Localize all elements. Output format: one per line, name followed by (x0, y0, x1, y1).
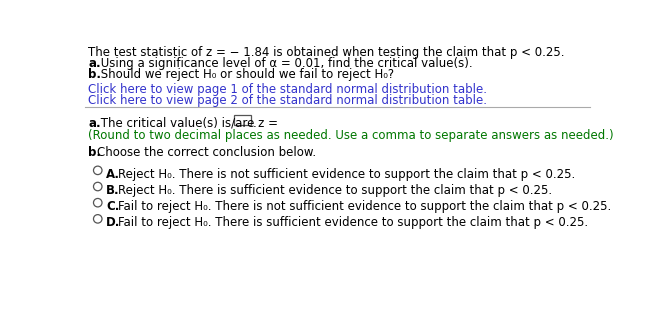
Text: A.: A. (106, 168, 120, 181)
Text: Click here to view page 2 of the standard normal distribution table.: Click here to view page 2 of the standar… (88, 94, 488, 107)
Circle shape (93, 166, 102, 175)
Text: The test statistic of z = − 1.84 is obtained when testing the claim that p < 0.2: The test statistic of z = − 1.84 is obta… (88, 47, 565, 59)
Text: C.: C. (106, 200, 119, 213)
Text: (Round to two decimal places as needed. Use a comma to separate answers as neede: (Round to two decimal places as needed. … (88, 129, 614, 142)
Text: The critical value(s) is/are z =: The critical value(s) is/are z = (97, 117, 282, 130)
Text: Using a significance level of α = 0.01, find the critical value(s).: Using a significance level of α = 0.01, … (97, 57, 472, 70)
Text: Choose the correct conclusion below.: Choose the correct conclusion below. (97, 146, 316, 159)
Text: Reject H₀. There is sufficient evidence to support the claim that p < 0.25.: Reject H₀. There is sufficient evidence … (118, 184, 551, 197)
Text: D.: D. (106, 216, 120, 229)
Text: b.: b. (88, 68, 101, 81)
Text: Fail to reject H₀. There is not sufficient evidence to support the claim that p : Fail to reject H₀. There is not sufficie… (118, 200, 611, 213)
Circle shape (93, 182, 102, 191)
Text: a.: a. (88, 57, 101, 70)
FancyBboxPatch shape (234, 115, 251, 125)
Circle shape (93, 198, 102, 207)
Text: .: . (253, 117, 257, 130)
Circle shape (93, 214, 102, 223)
Text: Should we reject H₀ or should we fail to reject H₀?: Should we reject H₀ or should we fail to… (97, 68, 394, 81)
Text: b.: b. (88, 146, 101, 159)
Text: Reject H₀. There is not sufficient evidence to support the claim that p < 0.25.: Reject H₀. There is not sufficient evide… (118, 168, 574, 181)
Text: B.: B. (106, 184, 120, 197)
Text: Click here to view page 1 of the standard normal distribution table.: Click here to view page 1 of the standar… (88, 83, 488, 96)
Text: Fail to reject H₀. There is sufficient evidence to support the claim that p < 0.: Fail to reject H₀. There is sufficient e… (118, 216, 588, 229)
Text: a.: a. (88, 117, 101, 130)
